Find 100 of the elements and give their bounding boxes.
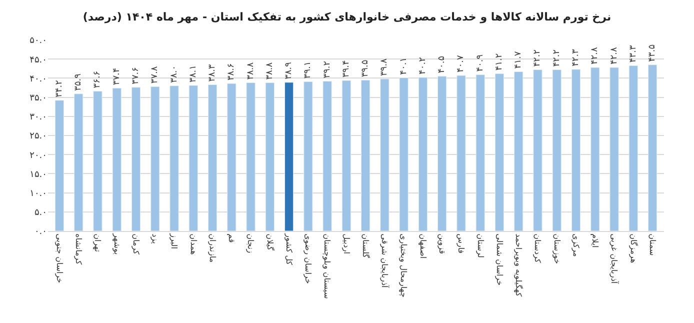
data-label: ۴۲.۲	[532, 49, 543, 67]
x-tick-label: زنجان	[246, 234, 256, 254]
data-label: ۳۸.۹	[284, 62, 294, 80]
data-label: ۴۳.۵	[648, 44, 658, 62]
data-label: ۳۸.۰	[169, 65, 180, 83]
data-label: ۳۸.۳	[208, 64, 218, 82]
x-tick-label: چهارمحال وبختیاری	[399, 234, 408, 298]
data-label: ۴۰.۹	[475, 54, 486, 72]
data-label: ۴۰.۷	[456, 55, 466, 73]
data-label: ۳۸.۶	[226, 63, 237, 81]
bar	[438, 76, 447, 231]
data-label: ۴۱.۷	[514, 51, 524, 69]
x-tick-label: قم	[227, 234, 236, 243]
data-label: ۴۲.۲	[552, 49, 562, 67]
y-tick-label: ۳۵.۰	[30, 93, 47, 104]
x-tick-label: خوزستان	[552, 234, 562, 264]
bar	[571, 69, 581, 231]
x-tick-label: تهران	[93, 234, 102, 252]
data-label: ۳۷.۶	[131, 66, 141, 84]
bar	[533, 70, 542, 231]
x-tick-label: سیستان وبلوچستان	[322, 234, 332, 300]
x-tick-label: سمنان	[648, 234, 657, 256]
bar	[514, 71, 524, 231]
data-label: ۳۴.۲	[54, 80, 64, 98]
data-label: ۳۷.۸	[150, 66, 160, 84]
bar	[265, 82, 274, 231]
x-tick-label: قزوین	[437, 234, 446, 254]
bar	[418, 77, 428, 231]
bar	[227, 83, 236, 231]
data-label: ۴۱.۲	[494, 53, 504, 71]
y-tick-label: ۱۵.۰	[30, 170, 47, 180]
y-tick-label: ۲۵.۰	[30, 132, 47, 142]
y-tick-label: ۴۰.۰	[30, 74, 47, 84]
chart-title: نرخ تورم سالانه کالاها و خدمات مصرفی خانوارهای کشور به تفکیک استان - مهر ماه ۱۴۰۴ (درصد)	[82, 10, 612, 24]
data-label: ۳۷.۴	[112, 68, 122, 86]
x-tick-label: مرکزی	[571, 234, 580, 257]
x-tick-label: اصفهان	[418, 234, 428, 259]
bar	[342, 80, 351, 231]
x-tick-label: کل کشور	[284, 232, 294, 266]
bar	[590, 67, 600, 231]
bar	[628, 65, 638, 231]
bar	[188, 85, 198, 231]
bar	[648, 64, 658, 231]
x-tick-label: فارس	[456, 234, 466, 254]
data-label: ۴۲.۸	[609, 46, 620, 64]
x-tick-label: خراسان شمالی	[494, 234, 504, 286]
x-tick-label: کردستان	[533, 234, 542, 264]
data-label: ۳۹.۱	[303, 61, 314, 79]
x-tick-label: هرمزگان	[628, 234, 639, 264]
bar	[131, 87, 141, 231]
bar	[456, 75, 466, 231]
bar	[284, 82, 294, 231]
data-label: ۳۸.۱	[188, 65, 198, 82]
x-tick-label: خراسان جنوبی	[54, 234, 64, 284]
x-tick-label: بوشهر	[112, 232, 122, 255]
x-tick-label: لرستان	[476, 234, 485, 258]
data-label: ۳۹.۴	[341, 60, 352, 78]
y-tick-label: ۵.۰	[34, 208, 47, 218]
data-label: ۳۸.۸	[264, 62, 275, 80]
x-tick-label: آذربایجان غربی	[610, 234, 620, 284]
y-tick-label: ۰.۰	[34, 227, 47, 238]
y-tick-label: ۳۰.۰	[30, 112, 47, 123]
bar	[552, 70, 562, 231]
bar	[74, 94, 84, 231]
bar	[246, 82, 256, 231]
bar	[93, 90, 102, 231]
y-tick-label: ۴۵.۰	[30, 55, 47, 66]
x-tick-label: اردبیل	[342, 234, 351, 254]
bar	[208, 84, 218, 231]
bar	[54, 100, 64, 231]
data-label: ۳۹.۵	[360, 60, 371, 78]
data-label: ۳۹.۲	[322, 60, 332, 78]
bar	[610, 67, 619, 231]
x-tick-label: کرمان	[131, 234, 140, 255]
y-tick-label: ۲۰.۰	[30, 150, 47, 161]
data-label: ۴۰.۲	[418, 56, 428, 74]
x-tick-label: البرز	[170, 232, 179, 249]
y-tick-label: ۵۰.۰	[30, 36, 47, 46]
bar	[170, 86, 179, 231]
x-tick-label: ایلام	[590, 234, 600, 248]
bar	[150, 86, 160, 231]
x-tick-label: کرمانشاه	[74, 234, 84, 265]
bar	[304, 81, 313, 231]
x-tick-label: خراسان رضوی	[304, 234, 313, 284]
x-tick-label: گیلان	[265, 234, 276, 251]
x-tick-label: کهگیلویه وبویراحمد	[514, 234, 524, 297]
data-label: ۳۶.۶	[92, 70, 103, 88]
bar	[399, 78, 408, 231]
x-tick-label: مازندران	[208, 234, 217, 263]
data-label: ۴۲.۸	[590, 46, 600, 64]
data-label: ۳۵.۹	[74, 73, 84, 91]
data-label: ۳۹.۸	[380, 58, 390, 76]
x-tick-label: گلستان	[360, 234, 371, 258]
x-tick-label: همدان	[188, 234, 198, 255]
bar	[112, 88, 122, 231]
y-tick-label: ۱۰.۰	[30, 188, 47, 199]
bar	[322, 81, 332, 231]
x-tick-label: آذربایجان شرقی	[380, 234, 390, 289]
data-label: ۴۰.۵	[437, 56, 448, 74]
bar	[361, 80, 370, 231]
